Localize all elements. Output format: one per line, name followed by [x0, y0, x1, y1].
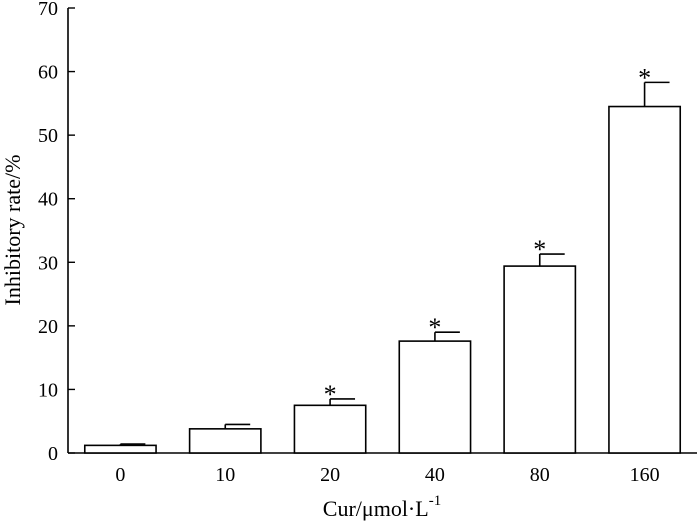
- bar: [398, 340, 472, 454]
- x-tick-label: 20: [320, 464, 340, 486]
- y-tick-label: 30: [38, 252, 58, 274]
- y-tick-label: 20: [38, 316, 58, 338]
- x-ticks: 0 10 20 40 80 160: [115, 464, 659, 486]
- x-axis-title-superscript: -1: [429, 493, 442, 509]
- x-axis-title: Cur/μmol·L-1: [323, 493, 441, 521]
- significance-marker: *: [324, 380, 337, 409]
- bar: [188, 428, 262, 454]
- y-tick-label: 40: [38, 189, 58, 211]
- x-tick-label: 10: [215, 464, 235, 486]
- y-axis-title: Inhibitory rate/%: [0, 155, 25, 306]
- bar: [293, 404, 367, 454]
- bar: [83, 444, 157, 454]
- bars: * * * *: [83, 63, 682, 454]
- y-tick-label: 50: [38, 125, 58, 147]
- y-ticks: 0 10 20 30 40 50 60 70: [38, 0, 75, 465]
- y-tick-label: 0: [48, 443, 58, 465]
- y-tick-label: 60: [38, 62, 58, 84]
- bar: [608, 105, 682, 454]
- significance-marker: *: [638, 63, 651, 92]
- significance-marker: *: [533, 235, 546, 264]
- x-tick-label: 40: [425, 464, 445, 486]
- bar: [503, 265, 577, 454]
- y-tick-label: 10: [38, 379, 58, 401]
- x-tick-label: 80: [530, 464, 550, 486]
- significance-marker: *: [428, 313, 441, 342]
- x-tick-label: 160: [630, 464, 660, 486]
- y-tick-label: 70: [38, 0, 58, 20]
- x-axis-title-base: Cur/μmol·L: [323, 496, 429, 521]
- x-tick-label: 0: [115, 464, 125, 486]
- axes: [67, 8, 697, 454]
